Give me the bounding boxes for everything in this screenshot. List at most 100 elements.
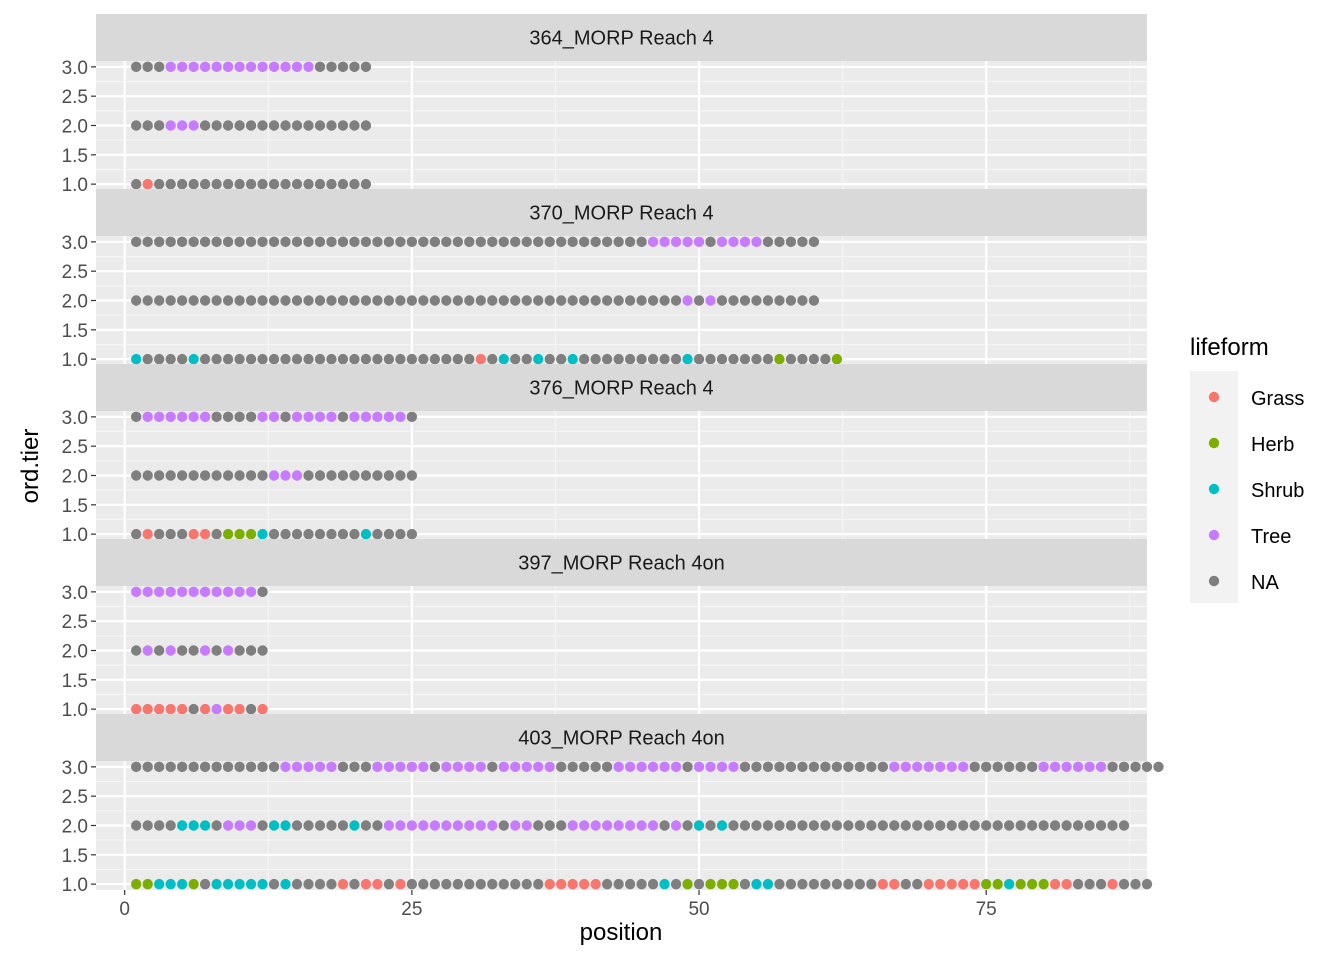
data-point [234,353,245,365]
data-point [578,353,590,365]
data-point [590,820,601,831]
data-point [142,586,153,598]
data-point [601,761,613,773]
data-point [199,236,211,248]
data-point [889,878,900,890]
data-point [234,761,245,773]
data-point [257,353,268,365]
data-point [131,61,142,73]
data-point [601,820,613,831]
data-point [245,178,257,190]
data-point [153,236,165,248]
data-point [199,761,211,773]
data-point [176,878,188,890]
data-point [291,411,303,423]
data-point [739,353,751,365]
data-point [659,236,670,248]
data-point [234,470,245,481]
data-point [1061,761,1072,773]
data-point [234,528,245,540]
data-point [360,236,372,248]
data-point [268,120,280,131]
data-point [441,353,452,365]
data-point [234,411,245,423]
data-point [199,878,211,890]
data-point [199,178,211,190]
data-point [165,120,176,131]
y-tick-label: 1.5 [62,846,88,867]
y-tick-label: 2.0 [62,292,88,313]
data-point [739,236,751,248]
data-point [211,295,222,306]
data-point [337,236,349,248]
data-point [831,353,843,365]
data-point [303,470,314,481]
data-point [510,761,521,773]
data-point [257,61,268,73]
data-point [487,820,498,831]
data-point [452,295,464,306]
data-point [533,878,544,890]
data-point [383,295,395,306]
legend-key-herb [1208,437,1220,449]
data-point [199,61,211,73]
data-point [647,236,659,248]
data-point [280,236,291,248]
data-point [464,820,475,831]
y-tick-label: 3.0 [62,758,88,779]
data-point [222,470,234,481]
data-point [820,820,831,831]
data-point [199,411,211,423]
data-point [739,761,751,773]
data-point [1003,761,1015,773]
data-point [636,878,647,890]
data-point [360,120,372,131]
data-point [751,353,762,365]
y-tick-label: 2.5 [62,437,88,458]
data-point [349,411,360,423]
data-point [613,761,624,773]
data-point [808,295,820,306]
legend: lifeform Grass Herb Shrub Tree NA [1190,334,1304,603]
y-tick-label: 2.5 [62,262,88,283]
data-point [349,470,360,481]
data-point [234,703,245,715]
data-point [303,528,314,540]
data-point [280,178,291,190]
data-point [303,761,314,773]
data-point [349,61,360,73]
y-tick-label: 2.5 [62,787,88,808]
data-point [601,878,613,890]
x-axis: 0 25 50 75 [119,890,997,920]
data-point [406,411,418,423]
data-point [291,528,303,540]
data-point [257,761,268,773]
data-point [349,353,360,365]
data-point [337,528,349,540]
data-point [659,878,670,890]
data-point [153,820,165,831]
data-point [337,120,349,131]
facet-panel: 376_MORP Reach 4 1.0 1.5 2.0 2.5 3.0 [62,364,1147,546]
data-point [257,703,268,715]
data-point [980,878,992,890]
data-point [900,820,911,831]
data-point [165,178,176,190]
data-point [1107,761,1118,773]
data-point [693,878,705,890]
legend-key-grass [1208,391,1220,403]
data-point [739,295,751,306]
data-point [716,761,728,773]
data-point [153,411,165,423]
data-point [176,411,188,423]
data-point [349,178,360,190]
data-point [567,353,578,365]
data-point [314,528,326,540]
data-point [268,528,280,540]
data-point [326,528,337,540]
data-point [624,761,636,773]
data-point [1049,878,1061,890]
data-point [268,411,280,423]
data-point [131,178,142,190]
data-point [980,820,992,831]
